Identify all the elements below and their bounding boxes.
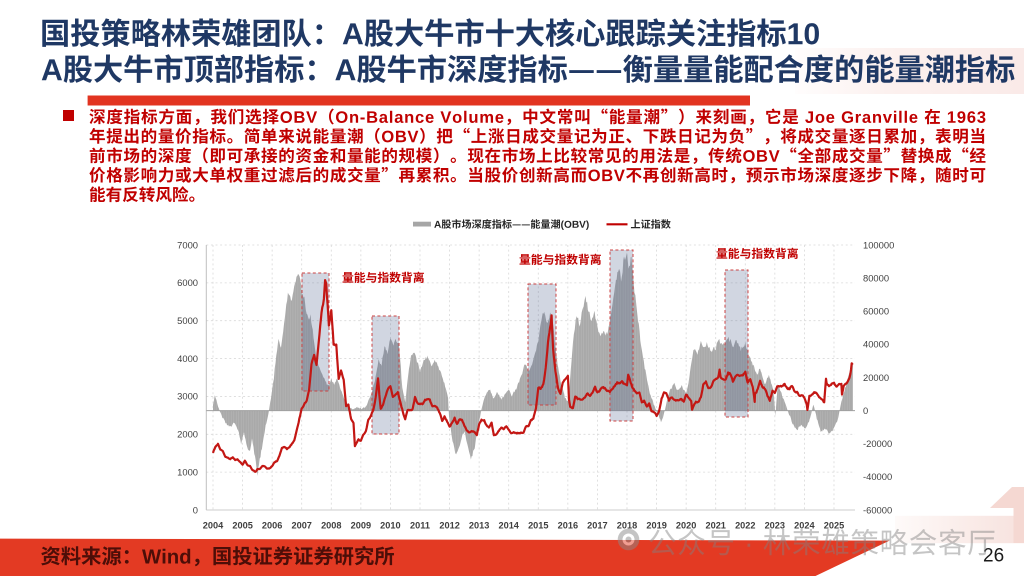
svg-text:2004: 2004: [203, 521, 224, 531]
svg-text:-40000: -40000: [863, 471, 892, 482]
svg-text:7000: 7000: [177, 239, 198, 250]
svg-text:6000: 6000: [177, 277, 198, 288]
svg-text:20000: 20000: [863, 372, 889, 383]
svg-text:2017: 2017: [587, 521, 607, 531]
svg-text:2020: 2020: [676, 521, 696, 531]
svg-text:0: 0: [193, 504, 198, 515]
svg-text:2016: 2016: [558, 521, 578, 531]
svg-text:60000: 60000: [863, 306, 889, 317]
svg-text:2011: 2011: [410, 521, 430, 531]
svg-text:2005: 2005: [232, 521, 252, 531]
svg-text:2000: 2000: [177, 429, 198, 440]
svg-text:2018: 2018: [617, 521, 637, 531]
svg-text:1000: 1000: [177, 466, 198, 477]
svg-text:2024: 2024: [794, 521, 815, 531]
svg-text:2023: 2023: [765, 521, 785, 531]
svg-text:2019: 2019: [646, 521, 666, 531]
svg-text:2006: 2006: [262, 521, 282, 531]
svg-text:2013: 2013: [469, 521, 489, 531]
svg-text:2009: 2009: [351, 521, 371, 531]
svg-text:4000: 4000: [177, 353, 198, 364]
svg-text:2025: 2025: [824, 521, 844, 531]
svg-text:80000: 80000: [863, 272, 889, 283]
svg-text:-60000: -60000: [863, 504, 892, 515]
svg-text:2022: 2022: [735, 521, 755, 531]
svg-text:2014: 2014: [498, 521, 519, 531]
svg-text:2008: 2008: [321, 521, 341, 531]
svg-text:0: 0: [863, 405, 868, 416]
svg-text:2021: 2021: [705, 521, 725, 531]
svg-text:3000: 3000: [177, 391, 198, 402]
svg-text:26: 26: [983, 546, 1004, 567]
svg-text:2015: 2015: [528, 521, 548, 531]
svg-text:5000: 5000: [177, 315, 198, 326]
svg-text:2012: 2012: [439, 521, 459, 531]
svg-text:2010: 2010: [380, 521, 400, 531]
svg-text:2007: 2007: [291, 521, 311, 531]
svg-text:-20000: -20000: [863, 438, 892, 449]
svg-text:40000: 40000: [863, 339, 889, 350]
svg-text:100000: 100000: [863, 239, 894, 250]
